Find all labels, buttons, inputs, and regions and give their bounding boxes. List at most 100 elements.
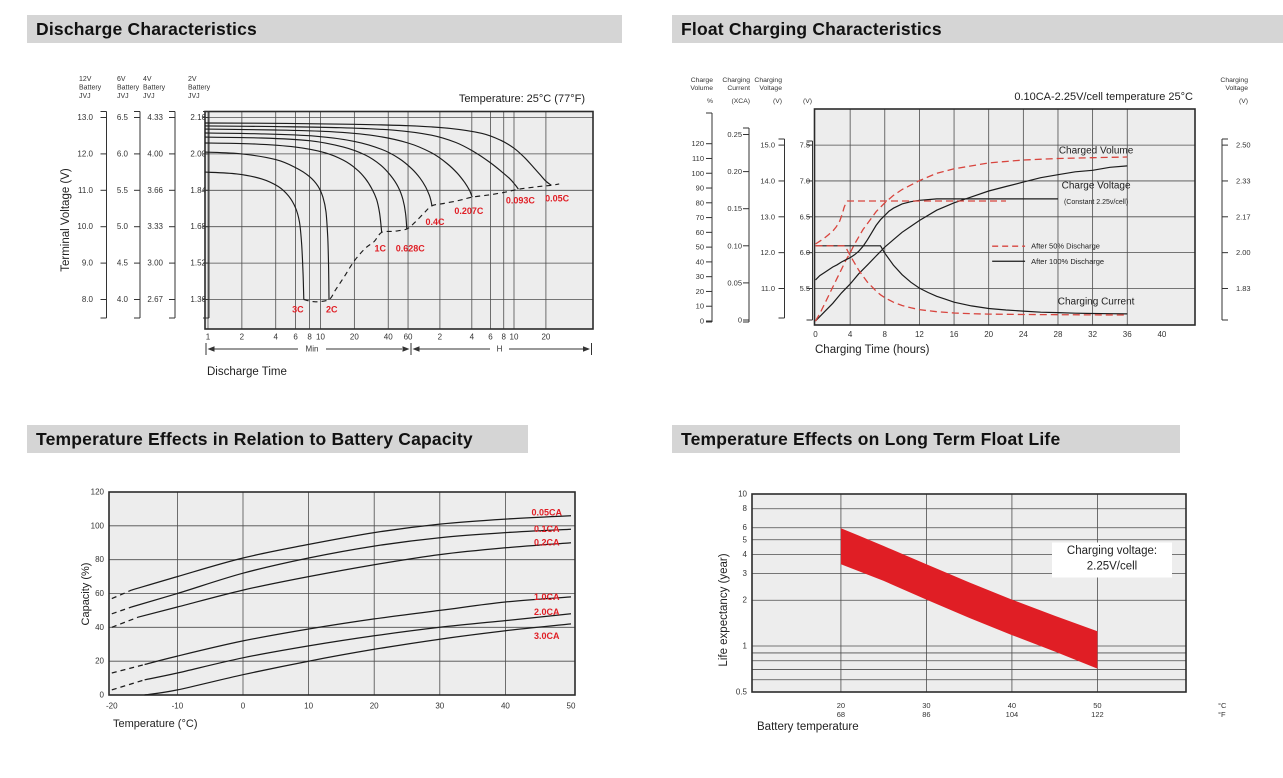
curve-label-3C: 3C xyxy=(292,305,304,315)
scale-tick-label: 80 xyxy=(696,198,704,207)
curve-label-0.207C: 0.207C xyxy=(454,206,484,216)
x-tick-label: 10 xyxy=(304,702,313,711)
y-tick-label: 120 xyxy=(91,487,105,496)
y-axis-label: Life expectancy (year) xyxy=(718,553,730,666)
x-tick-label: 4 xyxy=(274,333,279,342)
curve-label-2.0CA: 2.0CA xyxy=(534,607,560,617)
scale-tick-label: 11.0 xyxy=(78,186,94,195)
x-tick-label: 8 xyxy=(883,330,888,339)
curve-label-0.628C: 0.628C xyxy=(396,243,426,253)
scale-header-2v: 2V xyxy=(188,76,197,83)
condition-note: 0.10CA-2.25V/cell temperature 25°C xyxy=(1014,91,1193,103)
curve-charged-volume-100 xyxy=(815,165,1128,322)
scale-tick-label: 2.33 xyxy=(1236,176,1251,185)
scale-tick-label: 0.10 xyxy=(727,241,742,250)
x-tick-label: 32 xyxy=(1088,330,1097,339)
y-axis-label: Terminal Voltage (V) xyxy=(60,168,72,272)
scale-tick-label: 11.0 xyxy=(761,284,775,293)
panel-title-float-charging: Float Charging Characteristics xyxy=(672,15,1283,43)
discharge-curve-0.207C xyxy=(204,128,473,198)
x-tick-label: -10 xyxy=(172,702,184,711)
float-life-band xyxy=(840,528,1098,669)
discharge-characteristics-chart: 12VBatteryJVJ13.012.011.010.09.08.06VBat… xyxy=(60,76,594,378)
plot-border xyxy=(813,108,1196,326)
plot-label: (Constant 2.25v/cell) xyxy=(1064,199,1128,206)
scale-tick-label: 10 xyxy=(696,302,704,311)
x-tick-label: 10 xyxy=(510,333,519,342)
cutoff-voltage-locus xyxy=(303,183,560,303)
curve-label-0.4C: 0.4C xyxy=(426,217,446,227)
scale-tick-label: 50 xyxy=(696,243,704,252)
scale-tick-label: 5.5 xyxy=(800,284,810,293)
scale-tick-label: 12.0 xyxy=(760,248,775,257)
capacity-curve-3.0CA xyxy=(144,623,572,696)
x-unit-label-celsius: °C xyxy=(1218,701,1227,710)
discharge-curve-1C xyxy=(204,142,383,233)
scale-header: Current xyxy=(727,85,750,92)
curve-label-0.093C: 0.093C xyxy=(506,196,536,206)
curve-charge-voltage-50 xyxy=(815,200,1006,245)
scale-tick-label: 1.52 xyxy=(190,259,206,268)
y-tick-label: 100 xyxy=(91,521,105,530)
plot-label: Charging Current xyxy=(1058,297,1135,308)
scale-tick-label: 2.17 xyxy=(1236,212,1251,221)
curve-label-1.0CA: 1.0CA xyxy=(534,592,560,602)
y-tick-label: 40 xyxy=(95,623,104,632)
scale-tick-label: 2.67 xyxy=(147,295,163,304)
discharge-curve-2C xyxy=(204,151,330,300)
curve-label-3.0CA: 3.0CA xyxy=(534,631,560,641)
discharge-curve-0.093C xyxy=(204,125,519,190)
float-life-chart: Charging voltage:2.25V/cell1086543210.52… xyxy=(718,490,1227,734)
x-axis-label: Discharge Time xyxy=(207,366,287,378)
annotation-text: Charging voltage: xyxy=(1067,545,1157,557)
scale-tick-label: 5.5 xyxy=(117,186,129,195)
scale-tick-label: 0 xyxy=(738,316,742,325)
scale-tick-label: 6.5 xyxy=(800,212,810,221)
capacity-curve-0.2CA xyxy=(137,542,572,618)
x-tick-label: 20 xyxy=(350,333,359,342)
y-tick-label: 0 xyxy=(100,691,105,700)
x-tick-label: 40 xyxy=(1157,330,1166,339)
x-tick-label-celsius: 40 xyxy=(1008,701,1016,710)
scale-header-jvj: JVJ xyxy=(188,93,200,100)
x-tick-label: 20 xyxy=(984,330,993,339)
plot-background xyxy=(205,111,593,329)
scale-tick-label: 2.00 xyxy=(1236,248,1251,257)
scale-header: (V) xyxy=(773,98,782,105)
y-tick-label: 8 xyxy=(743,504,748,513)
discharge-curve-0.4C xyxy=(204,132,433,206)
scale-header: % xyxy=(707,98,713,105)
scale-header: (XCA) xyxy=(731,98,750,105)
scale-tick-label: 2.00 xyxy=(190,149,206,158)
temperature-capacity-chart: 0 20 40 60 80 100 120 -20 -10 0 10 20 30 40 50 Temperat… xyxy=(80,487,576,730)
curve-label-0.2CA: 0.2CA xyxy=(534,538,560,548)
scale-header: Voltage xyxy=(1225,85,1248,92)
scale-tick-label: 110 xyxy=(692,154,704,163)
x-tick-label: 24 xyxy=(1019,330,1028,339)
capacity-curve-dashed-0.2CA xyxy=(111,616,139,628)
scale-header-jvj: JVJ xyxy=(117,93,129,100)
scale-tick-label: 6.5 xyxy=(117,113,129,122)
x-axis-label: Charging Time (hours) xyxy=(815,344,930,356)
x-tick-label: 28 xyxy=(1054,330,1063,339)
x-tick-label: 4 xyxy=(470,333,475,342)
y-tick-label: 80 xyxy=(95,555,104,564)
curve-charging-current-50 xyxy=(815,245,1128,316)
scale-tick-label: 0.05 xyxy=(727,278,742,287)
x-tick-label: 12 xyxy=(915,330,924,339)
scale-tick-label: 8.0 xyxy=(82,295,94,304)
x-tick-label: 0 xyxy=(813,330,818,339)
scale-tick-label: 40 xyxy=(696,257,704,266)
x-tick-label: 16 xyxy=(950,330,959,339)
x-axis-label: Temperature (°C) xyxy=(113,718,197,730)
scale-tick-label: 0.20 xyxy=(727,167,742,176)
scale-tick-label: 13.0 xyxy=(77,113,93,122)
x-section-label-min: Min xyxy=(306,345,319,354)
x-tick-label: 50 xyxy=(567,702,576,711)
x-tick-label-fahrenheit: 68 xyxy=(837,710,845,719)
plot-border xyxy=(751,493,1187,693)
scale-tick-label: 3.33 xyxy=(147,222,163,231)
scale-tick-label: 4.33 xyxy=(147,113,163,122)
scale-tick-label: 15.0 xyxy=(760,141,775,150)
x-tick-label-fahrenheit: 104 xyxy=(1006,710,1019,719)
